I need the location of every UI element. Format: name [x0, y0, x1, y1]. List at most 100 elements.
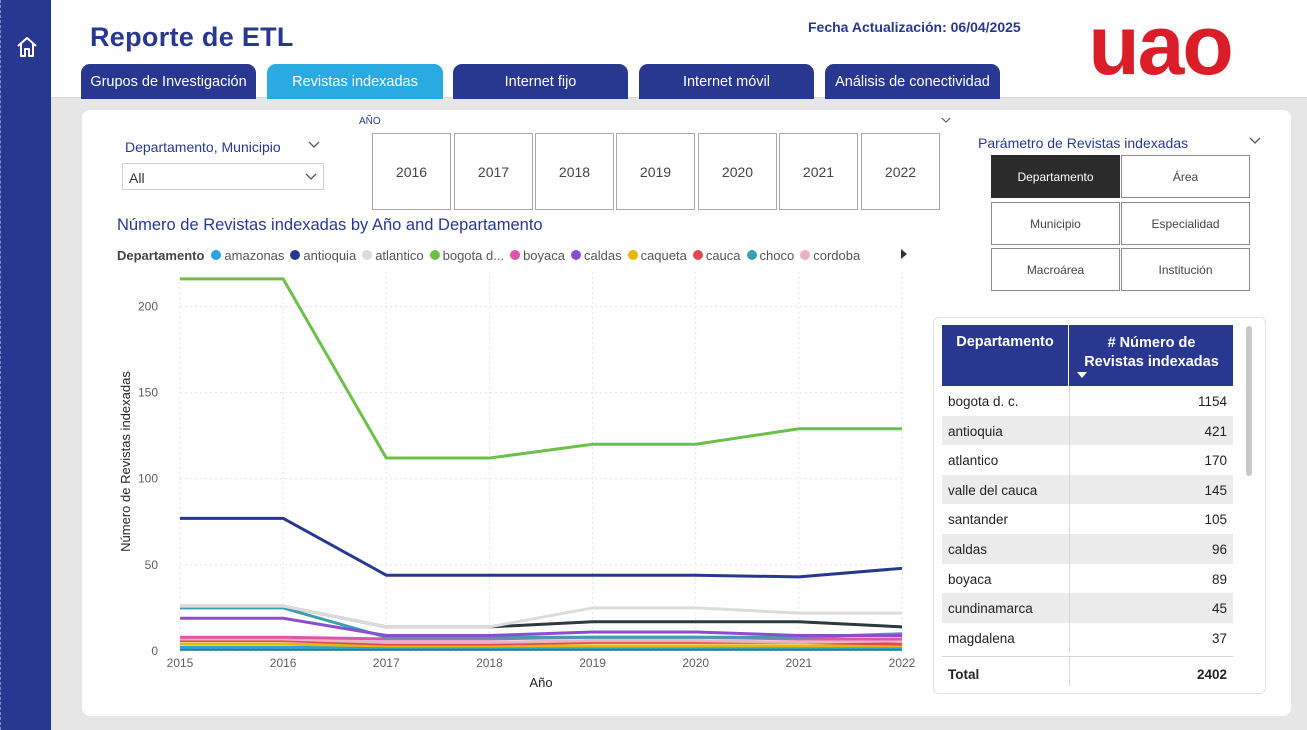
table-scrollbar[interactable] — [1246, 326, 1252, 476]
y-tick-label: 150 — [138, 386, 158, 400]
row-value: 45 — [1211, 601, 1227, 617]
table-row[interactable]: cundinamarca 45 — [942, 593, 1233, 623]
legend-dot — [429, 250, 440, 260]
report-canvas: Departamento, Municipio All AÑO 2016 201… — [82, 110, 1291, 716]
year-button-2021[interactable]: 2021 — [779, 133, 858, 210]
y-tick-label: 50 — [145, 558, 159, 572]
y-tick-label: 0 — [151, 644, 158, 658]
legend-item[interactable]: choco — [746, 247, 795, 263]
param-button-departamento[interactable]: Departamento — [991, 155, 1120, 198]
col-header-numero-revistas[interactable]: # Número de Revistas indexadas — [1084, 335, 1219, 370]
table-row[interactable]: santander 105 — [942, 504, 1233, 534]
tab-revistas-indexadas[interactable]: Revistas indexadas — [267, 64, 443, 99]
legend-item[interactable]: antioquia — [290, 248, 356, 263]
chevron-down-icon[interactable] — [1249, 137, 1261, 145]
table-row[interactable]: valle del cauca 145 — [942, 474, 1233, 505]
chevron-down-icon — [305, 173, 317, 180]
legend-title: Departamento — [117, 247, 205, 263]
param-button-especialidad[interactable]: Especialidad — [1121, 202, 1250, 245]
year-button-2018[interactable]: 2018 — [535, 133, 614, 210]
y-axis-label: Número de Revistas indexadas — [118, 371, 133, 552]
legend-label: choco — [759, 247, 795, 263]
total-value: 2402 — [1196, 667, 1227, 682]
x-tick-label: 2020 — [682, 656, 709, 670]
legend-item[interactable]: boyaca — [510, 248, 565, 263]
dept-slicer-title: Departamento, Municipio — [125, 139, 281, 155]
table-row[interactable]: antioquia 421 — [942, 415, 1233, 446]
legend-dot — [290, 250, 301, 260]
dept-dropdown[interactable]: All — [122, 163, 324, 190]
year-slicer-title: AÑO — [359, 116, 381, 127]
legend-item[interactable]: cordoba — [800, 248, 860, 263]
year-button-2020[interactable]: 2020 — [698, 133, 777, 210]
sidebar — [0, 0, 51, 730]
table-header: Departamento # Número de Revistas indexa… — [942, 325, 1233, 386]
update-date: Fecha Actualización: 06/04/2025 — [808, 19, 1021, 35]
series-line — [180, 637, 903, 644]
legend-item[interactable]: atlantico — [362, 248, 424, 263]
year-button-2017[interactable]: 2017 — [454, 133, 533, 210]
legend-label: cordoba — [813, 247, 861, 263]
row-value: 89 — [1211, 571, 1227, 587]
x-tick-label: 2018 — [476, 656, 503, 670]
row-departamento: cundinamarca — [948, 601, 1033, 617]
series-line — [180, 642, 902, 648]
col-header-departamento[interactable]: Departamento — [942, 325, 1069, 386]
row-value: 1154 — [1197, 394, 1227, 409]
param-button-area[interactable]: Área — [1121, 155, 1250, 198]
legend-dot — [570, 250, 581, 260]
table-row[interactable]: caldas 96 — [942, 533, 1233, 564]
legend-label: caldas — [583, 247, 622, 263]
row-value: 170 — [1204, 453, 1227, 469]
series-line — [180, 616, 902, 637]
y-tick-label: 200 — [138, 299, 158, 313]
home-icon[interactable] — [14, 34, 40, 60]
table-row[interactable]: magdalena 37 — [942, 622, 1233, 653]
x-tick-label: 2017 — [373, 656, 400, 670]
chevron-down-icon[interactable] — [308, 141, 320, 149]
param-button-macroarea[interactable]: Macroárea — [991, 248, 1120, 291]
year-button-2022[interactable]: 2022 — [861, 133, 940, 210]
legend-label: antioquia — [303, 247, 357, 263]
x-tick-label: 2019 — [579, 656, 606, 670]
legend-item[interactable]: caldas — [570, 247, 622, 263]
legend-label: bogota d... — [442, 247, 505, 263]
chevron-down-icon[interactable] — [941, 117, 951, 124]
chart-title: Número de Revistas indexadas by Año and … — [117, 216, 543, 234]
x-tick-label: 2021 — [786, 656, 813, 670]
parameter-slicer-title: Parámetro de Revistas indexadas — [978, 135, 1189, 151]
legend-label: caqueta — [640, 247, 687, 263]
table-row[interactable]: boyaca 89 — [942, 563, 1233, 594]
sort-down-icon — [1077, 372, 1087, 378]
param-button-institucion[interactable]: Institución — [1121, 248, 1250, 291]
legend-item[interactable]: cauca — [692, 248, 741, 263]
tab-internet-fijo[interactable]: Internet fijo — [453, 64, 628, 99]
series-line — [180, 606, 903, 639]
row-departamento: boyaca — [948, 571, 992, 587]
param-button-municipio[interactable]: Municipio — [991, 202, 1120, 245]
legend-item[interactable]: bogota d... — [429, 247, 505, 263]
tab-grupos-investigacion[interactable]: Grupos de Investigación — [81, 64, 256, 99]
row-departamento: caldas — [948, 541, 988, 557]
table-row[interactable]: atlantico 170 — [942, 445, 1233, 475]
legend-item[interactable]: caqueta — [627, 247, 687, 263]
uao-logo: uao — [1088, 12, 1233, 84]
row-departamento: atlantico — [948, 453, 999, 469]
y-tick-label: 100 — [138, 472, 158, 486]
legend-dot — [211, 250, 222, 260]
year-button-2016[interactable]: 2016 — [372, 133, 451, 210]
tab-internet-movil[interactable]: Internet móvil — [639, 64, 814, 99]
table-row[interactable]: bogota d. c. 1154 — [942, 386, 1233, 416]
x-axis-label: Año — [529, 675, 552, 690]
year-button-2019[interactable]: 2019 — [616, 133, 695, 210]
row-departamento: antioquia — [948, 423, 1003, 439]
dept-dropdown-value: All — [129, 170, 145, 186]
series-line — [180, 516, 903, 579]
legend-item[interactable]: amazonas — [211, 248, 284, 263]
row-departamento: magdalena — [948, 630, 1015, 646]
tab-analisis-conectividad[interactable]: Análisis de conectividad — [825, 64, 1000, 99]
legend-label: amazonas — [224, 247, 285, 263]
row-value: 421 — [1204, 423, 1227, 439]
chevron-right-icon[interactable] — [900, 248, 908, 260]
row-departamento: valle del cauca — [948, 482, 1038, 498]
